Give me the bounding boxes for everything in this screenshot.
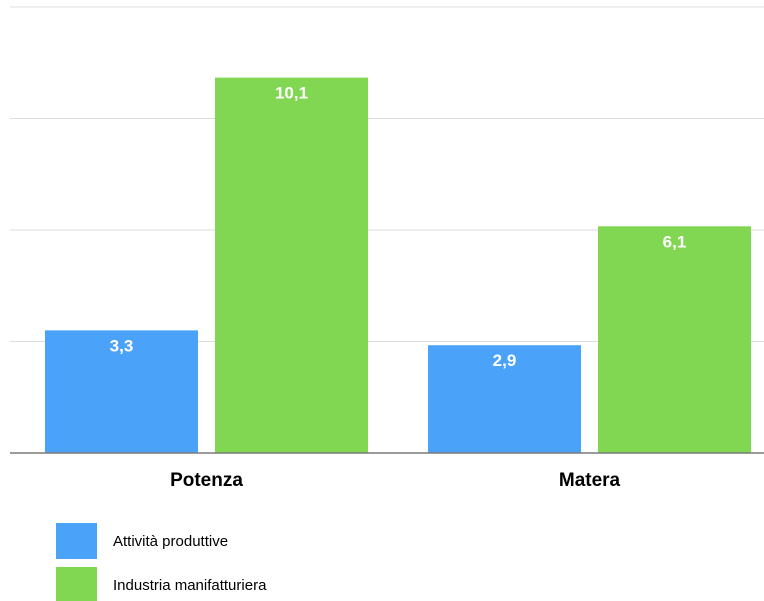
legend: Attività produttive Industria manifatturi…	[56, 523, 267, 601]
bar-potenza-series-2	[215, 77, 368, 453]
bar-matera-series-2	[598, 226, 751, 453]
bar-matera-series-1	[428, 345, 581, 453]
category-labels: Potenza Matera	[170, 470, 620, 491]
legend-item-series-2: Industria manifatturiera	[56, 567, 267, 601]
legend-swatch-series-2	[56, 567, 97, 601]
bar-potenza-series-1	[45, 330, 198, 453]
legend-label-series-2: Industria manifatturiera	[113, 577, 267, 594]
data-label-matera-series-1: 2,9	[493, 351, 517, 370]
category-label-matera: Matera	[559, 470, 621, 491]
legend-swatch-series-1	[56, 523, 97, 559]
data-labels: 3,3 10,1 2,9 6,1	[110, 84, 687, 371]
data-label-potenza-series-1: 3,3	[110, 336, 134, 355]
legend-label-series-1: Attività produttive	[113, 533, 228, 550]
legend-item-series-1: Attività produttive	[56, 523, 228, 559]
bars	[45, 77, 751, 453]
data-label-potenza-series-2: 10,1	[275, 84, 308, 103]
category-label-potenza: Potenza	[170, 470, 243, 491]
data-label-matera-series-2: 6,1	[663, 232, 687, 251]
